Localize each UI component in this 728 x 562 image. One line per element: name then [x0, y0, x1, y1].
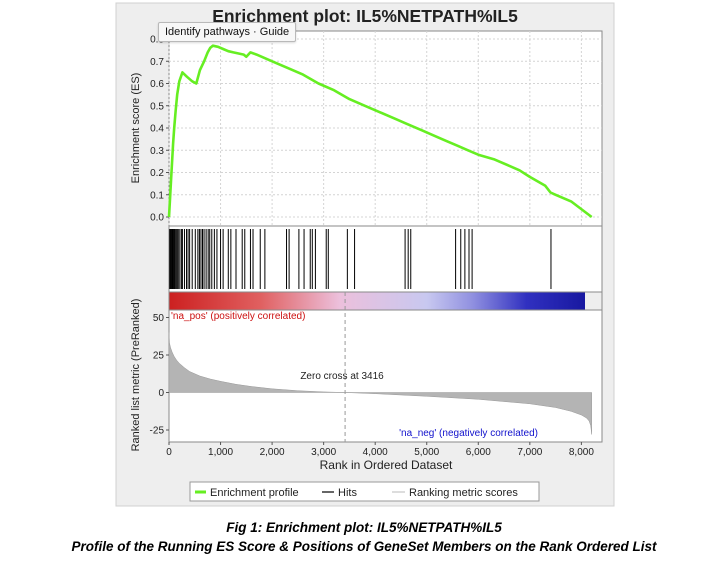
x-tick-label: 4,000: [363, 447, 388, 458]
x-tick-label: 2,000: [260, 447, 285, 458]
zero-cross-label: Zero cross at 3416: [300, 371, 384, 382]
hits-markers: [169, 229, 552, 289]
x-tick-label: 6,000: [466, 447, 491, 458]
es-y-tick-label: 0.6: [150, 79, 164, 90]
legend-metric-label: Ranking metric scores: [409, 487, 518, 499]
x-tick-label: 1,000: [208, 447, 233, 458]
x-axis-ticks: 0 1,000 2,000 3,000 4,000 5,000 6,000 7,000 8,00…: [166, 442, 594, 458]
es-y-tick-label: 0.8: [150, 35, 164, 46]
es-y-tick-label: 0.1: [150, 190, 164, 201]
figure-caption-subtitle: Profile of the Running ES Score & Positi…: [71, 539, 657, 554]
chart-title: Enrichment plot: IL5%NETPATH%IL5: [212, 6, 518, 26]
metric-y-tick-label: -25: [150, 426, 165, 437]
x-tick-label: 5,000: [414, 447, 439, 458]
es-grid: [168, 31, 602, 226]
es-y-ticks: 0.0 0.1 0.2 0.3 0.4 0.5 0.6 0.7 0.8: [150, 35, 169, 224]
metric-y-tick-label: 50: [153, 313, 165, 324]
es-y-tick-label: 0.3: [150, 146, 164, 157]
enrichment-profile-line: [167, 44, 593, 219]
tooltip[interactable]: Identify pathways · Guide: [158, 22, 297, 42]
x-tick-label: 8,000: [569, 447, 594, 458]
x-tick-label: 0: [166, 447, 172, 458]
metric-y-tick-label: 0: [158, 388, 164, 399]
hits-panel: [168, 225, 603, 293]
x-tick-label: 7,000: [517, 447, 542, 458]
x-axis-label: Rank in Ordered Dataset: [320, 458, 453, 472]
figure-caption-title: Fig 1: Enrichment plot: IL5%NETPATH%IL5: [226, 520, 502, 535]
legend-box: [189, 481, 540, 502]
metric-y-tick-label: 25: [153, 351, 165, 362]
legend-hits-label: Hits: [338, 487, 357, 499]
legend-enrichment-label: Enrichment profile: [210, 487, 299, 499]
metric-y-ticks: -25 0 25 50: [150, 313, 169, 437]
x-tick-label: 3,000: [311, 447, 336, 458]
ranking-color-bar: [169, 292, 585, 310]
es-y-tick-label: 0.5: [150, 101, 164, 112]
es-y-tick-label: 0.7: [150, 57, 164, 68]
metric-panel: [168, 309, 603, 443]
es-y-tick-label: 0.4: [150, 124, 164, 135]
es-y-tick-label: 0.0: [150, 213, 164, 224]
es-y-tick-label: 0.2: [150, 168, 164, 179]
ranking-metric-area: [168, 332, 592, 435]
metric-y-axis-label: Ranked list metric (PreRanked): [130, 299, 142, 452]
legend: Enrichment profile Hits Ranking metric s…: [189, 481, 540, 502]
es-y-axis-label: Enrichment score (ES): [130, 73, 142, 184]
positive-correlation-label: 'na_pos' (positively correlated): [171, 311, 305, 322]
negative-correlation-label: 'na_neg' (negatively correlated): [399, 428, 538, 439]
